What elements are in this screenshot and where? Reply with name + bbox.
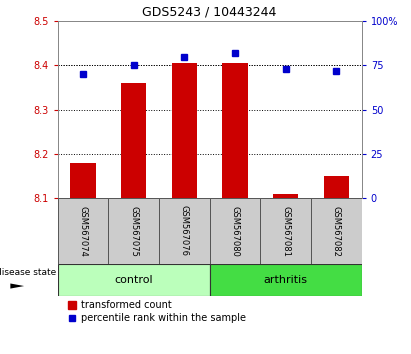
Polygon shape [10,284,24,289]
Bar [273,194,298,198]
Bar [311,198,362,264]
Text: disease state: disease state [0,268,56,277]
Bar [260,198,311,264]
Bar [159,198,210,264]
Title: GDS5243 / 10443244: GDS5243 / 10443244 [143,6,277,19]
Text: GSM567082: GSM567082 [332,206,341,256]
Bar [222,63,247,198]
Bar [172,63,197,198]
Text: GSM567081: GSM567081 [281,206,290,256]
Legend: transformed count, percentile rank within the sample: transformed count, percentile rank withi… [69,301,246,323]
Bar [108,198,159,264]
Text: control: control [114,275,153,285]
Text: GSM567080: GSM567080 [231,206,240,256]
Text: GSM567074: GSM567074 [79,206,88,256]
Text: GSM567076: GSM567076 [180,205,189,257]
Bar [70,163,95,198]
Bar [210,264,362,296]
Bar [58,264,210,296]
Text: arthritis: arthritis [263,275,308,285]
Bar [324,176,349,198]
Bar [210,198,260,264]
Text: GSM567075: GSM567075 [129,206,138,256]
Bar [121,83,146,198]
Bar [58,198,108,264]
